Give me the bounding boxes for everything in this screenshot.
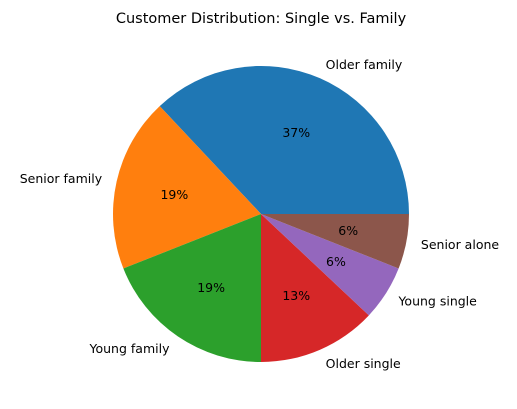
pct-label-senior-alone: 6% [338,223,358,238]
pct-label-older-family: 37% [282,125,310,140]
pie-slices [113,66,409,362]
pie-labels: 37% Older family 19% Senior family 19% Young … [20,57,500,371]
slice-older-single [261,214,369,362]
chart-title: Customer Distribution: Single vs. Family [116,11,407,27]
category-label-young-single: Young single [397,294,477,309]
pct-label-older-single: 13% [282,288,310,303]
category-label-older-family: Older family [326,57,403,72]
pct-label-young-single: 6% [326,254,346,269]
slice-senior-alone [261,214,409,269]
slice-young-single [261,214,399,316]
pct-label-young-family: 19% [197,280,225,295]
category-label-senior-family: Senior family [20,171,103,186]
slice-senior-family [113,106,261,269]
slice-young-family [123,214,261,362]
category-label-senior-alone: Senior alone [421,237,499,252]
pct-label-senior-family: 19% [160,187,188,202]
category-label-young-family: Young family [89,341,171,356]
category-label-older-single: Older single [326,356,401,371]
slice-older-family [159,66,409,214]
